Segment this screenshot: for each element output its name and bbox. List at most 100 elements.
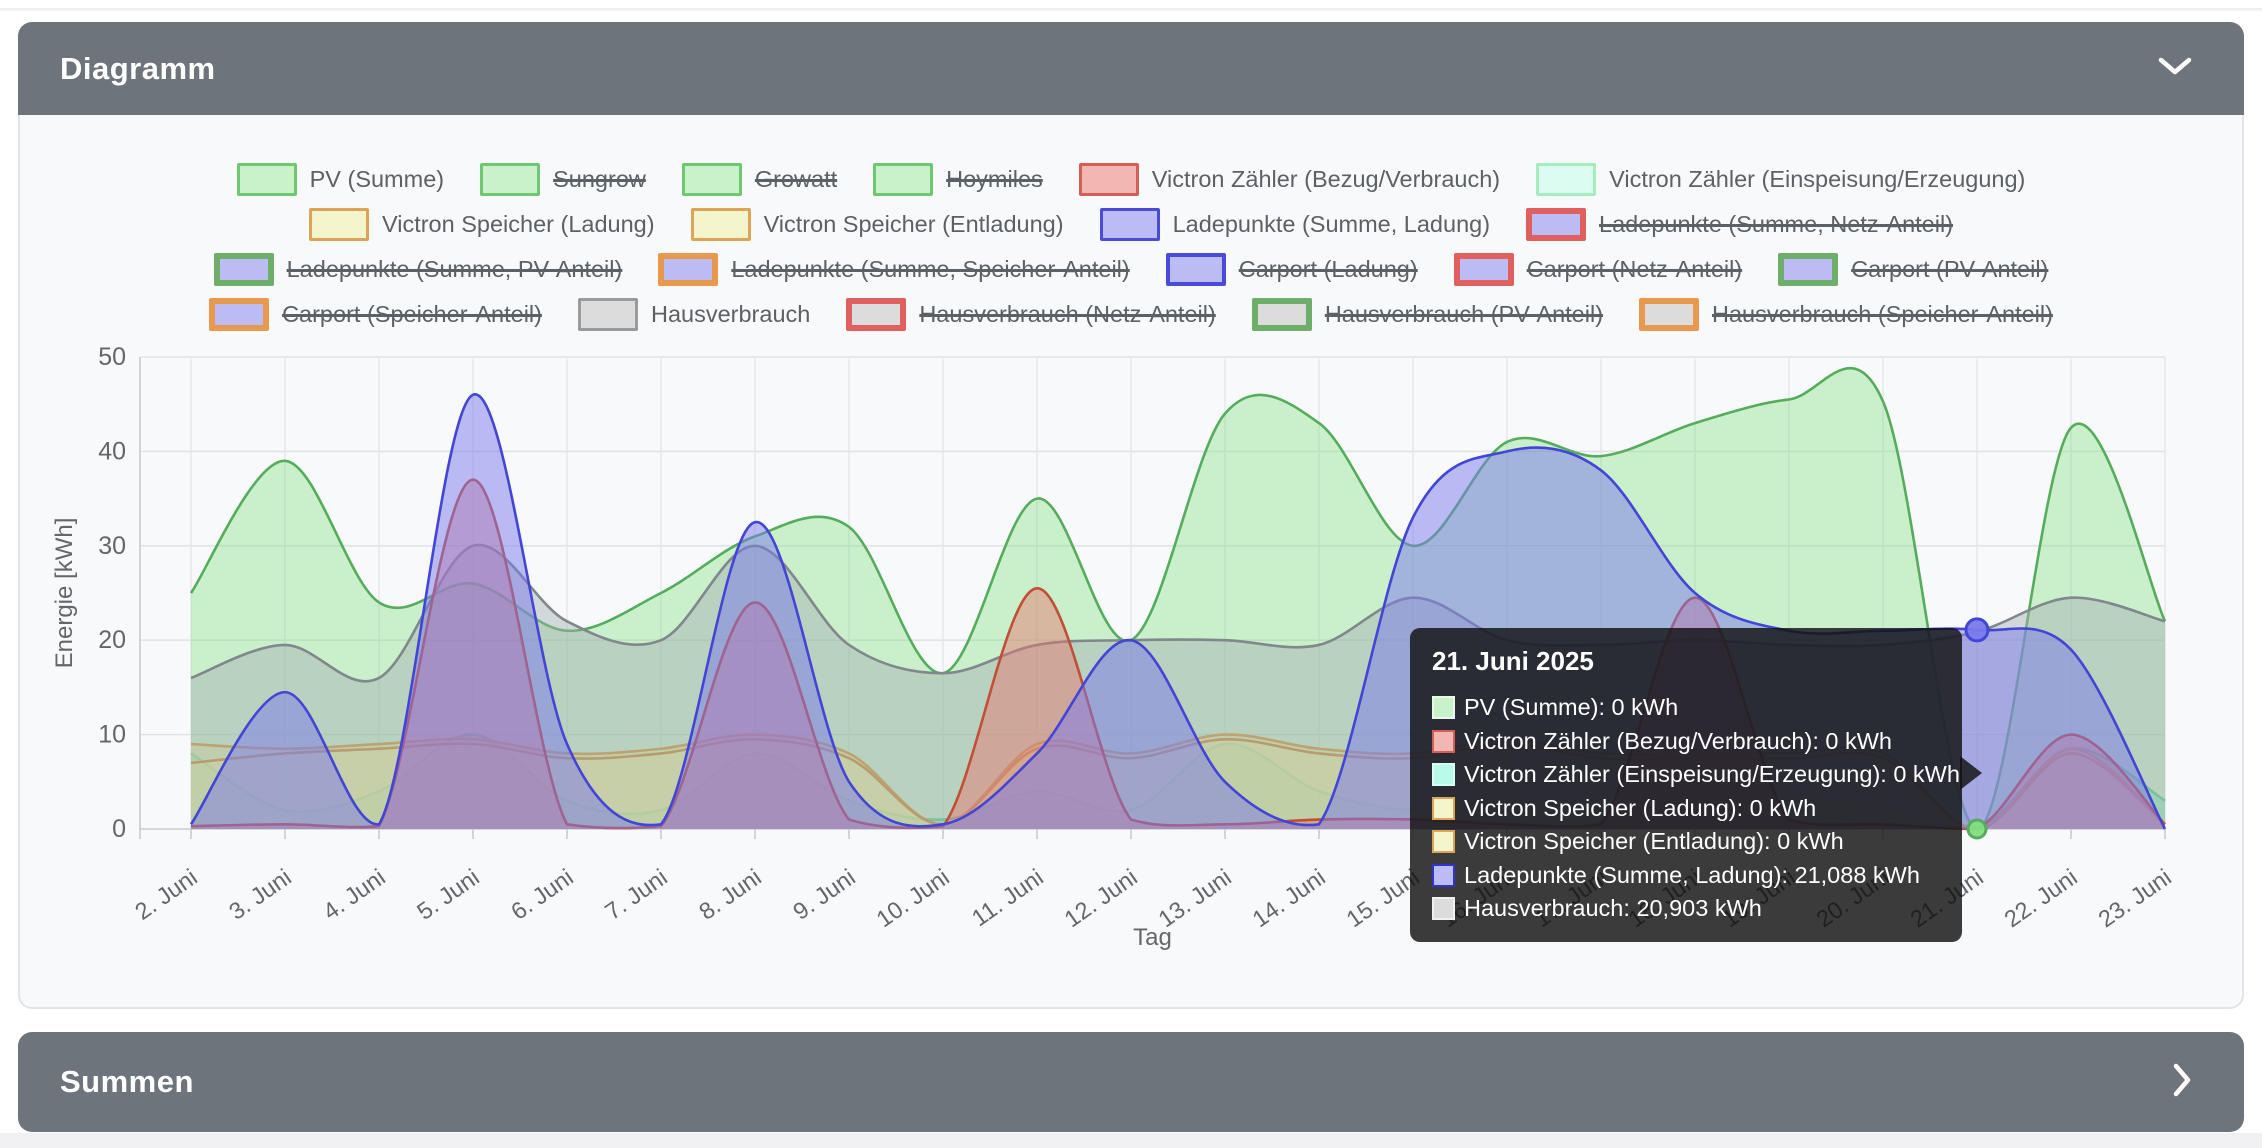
- legend-label: Growatt: [754, 166, 838, 192]
- legend-item-hausverbrauch[interactable]: Hausverbrauch: [577, 298, 811, 331]
- legend-item-hausverbrauch-speicher-anteil[interactable]: Hausverbrauch (Speicher-Anteil): [1639, 298, 2053, 331]
- tooltip-row-text: Victron Zähler (Einspeisung/Erzeugung): …: [1464, 761, 1960, 788]
- tooltip-row-text: PV (Summe): 0 kWh: [1464, 694, 1679, 721]
- tooltip-row-text: Hausverbrauch: 20,903 kWh: [1464, 895, 1762, 922]
- legend-item-ladepunkte-summe-pv-anteil[interactable]: Ladepunkte (Summe, PV-Anteil): [213, 253, 623, 286]
- y-tick-label: 20: [98, 626, 126, 654]
- tooltip-caret-icon: [1960, 756, 1982, 790]
- legend-item-victron-speicher-entladung[interactable]: Victron Speicher (Entladung): [690, 208, 1064, 241]
- legend-swatch-icon: [681, 163, 742, 196]
- legend-item-pv-summe[interactable]: PV (Summe): [236, 163, 445, 196]
- legend-label: Carport (Ladung): [1238, 256, 1418, 282]
- legend-swatch-icon: [1165, 253, 1226, 286]
- y-tick-label: 10: [98, 721, 126, 749]
- legend-item-hausverbrauch-netz-anteil[interactable]: Hausverbrauch (Netz-Anteil): [846, 298, 1216, 331]
- legend-item-victron-z-hler-einspeisung-erzeugung[interactable]: Victron Zähler (Einspeisung/Erzeugung): [1536, 163, 2025, 196]
- chart-tooltip: 21. Juni 2025 PV (Summe): 0 kWh Victron Z…: [1410, 628, 1982, 942]
- x-tick-label: 13. Juni: [1154, 864, 1236, 933]
- legend-label: Carport (Netz-Anteil): [1526, 256, 1743, 282]
- x-tick-label: 11. Juni: [967, 864, 1048, 932]
- y-tick-label: 50: [98, 343, 126, 371]
- diagramm-panel-body: PV (Summe) Sungrow Growatt Hoymiles Victron …: [18, 115, 2244, 1009]
- diagramm-panel-title: Diagramm: [60, 50, 216, 86]
- legend-label: Ladepunkte (Summe, Speicher-Anteil): [731, 256, 1130, 282]
- x-tick-label: 22. Juni: [2000, 864, 2082, 933]
- tooltip-row-ladepunkte-summe-ladung: Ladepunkte (Summe, Ladung): 21,088 kWh: [1432, 859, 1940, 893]
- tooltip-row-pv-summe: PV (Summe): 0 kWh: [1432, 691, 1940, 725]
- legend-swatch-icon: [658, 253, 719, 286]
- legend-swatch-icon: [1639, 298, 1700, 331]
- legend-swatch-icon: [1099, 208, 1160, 241]
- legend-swatch-icon: [1536, 163, 1597, 196]
- legend-swatch-icon: [308, 208, 369, 241]
- summen-panel-title: Summen: [60, 1064, 194, 1099]
- legend-swatch-icon: [480, 163, 541, 196]
- y-axis-title: Energie [kWh]: [51, 518, 78, 669]
- tooltip-swatch-icon: [1432, 796, 1455, 820]
- legend-label: Hausverbrauch (PV-Anteil): [1324, 301, 1604, 327]
- tooltip-swatch-icon: [1432, 830, 1455, 854]
- tooltip-row-text: Victron Speicher (Entladung): 0 kWh: [1464, 828, 1844, 855]
- x-tick-label: 4. Juni: [318, 864, 390, 925]
- legend-item-ladepunkte-summe-speicher-anteil[interactable]: Ladepunkte (Summe, Speicher-Anteil): [658, 253, 1130, 286]
- tooltip-title: 21. Juni 2025: [1432, 646, 1594, 676]
- legend-item-hausverbrauch-pv-anteil[interactable]: Hausverbrauch (PV-Anteil): [1251, 298, 1604, 331]
- legend-row: Victron Speicher (Ladung) Victron Speiche…: [308, 202, 1953, 247]
- tooltip-swatch-icon: [1432, 729, 1455, 753]
- legend-row: PV (Summe) Sungrow Growatt Hoymiles Victron …: [236, 157, 2025, 202]
- x-tick-label: 8. Juni: [694, 864, 766, 925]
- diagramm-panel-header[interactable]: Diagramm: [18, 22, 2244, 115]
- legend-label: Hausverbrauch: [650, 301, 811, 327]
- legend-item-hoymiles[interactable]: Hoymiles: [873, 163, 1043, 196]
- legend-swatch-icon: [873, 163, 934, 196]
- tooltip-swatch-icon: [1432, 763, 1455, 787]
- x-tick-label: 9. Juni: [788, 864, 860, 925]
- legend-swatch-icon: [1778, 253, 1839, 286]
- legend-swatch-icon: [1526, 208, 1587, 241]
- legend-swatch-icon: [213, 253, 274, 286]
- legend-swatch-icon: [690, 208, 751, 241]
- tooltip-row-text: Ladepunkte (Summe, Ladung): 21,088 kWh: [1464, 861, 1920, 888]
- tooltip-row-victron-z-hler-einspeisung-erzeugung: Victron Zähler (Einspeisung/Erzeugung): …: [1432, 758, 1960, 792]
- y-tick-label: 40: [98, 437, 126, 465]
- diagramm-panel: Diagramm PV (Summe) Sungrow Growatt Hoymile…: [18, 22, 2244, 1009]
- x-tick-label: 10. Juni: [872, 864, 954, 933]
- legend-item-victron-speicher-ladung[interactable]: Victron Speicher (Ladung): [308, 208, 655, 241]
- legend-label: Hausverbrauch (Speicher-Anteil): [1712, 301, 2053, 327]
- legend-swatch-icon: [577, 298, 638, 331]
- legend-item-growatt[interactable]: Growatt: [681, 163, 838, 196]
- tooltip-row-victron-speicher-ladung: Victron Speicher (Ladung): 0 kWh: [1432, 792, 1940, 826]
- legend-label: PV (Summe): [309, 166, 445, 192]
- legend-label: Victron Speicher (Entladung): [763, 211, 1064, 237]
- legend-label: Ladepunkte (Summe, Ladung): [1172, 211, 1491, 237]
- legend-label: Sungrow: [553, 166, 646, 192]
- tooltip-row-victron-z-hler-bezug-verbrauch: Victron Zähler (Bezug/Verbrauch): 0 kWh: [1432, 725, 1940, 759]
- legend-item-ladepunkte-summe-netz-anteil[interactable]: Ladepunkte (Summe, Netz-Anteil): [1526, 208, 1953, 241]
- point-marker-pv-summe[interactable]: [1966, 818, 1988, 840]
- page-bottom-strip: [0, 1133, 2262, 1148]
- legend-item-victron-z-hler-bezug-verbrauch[interactable]: Victron Zähler (Bezug/Verbrauch): [1078, 163, 1501, 196]
- legend-item-ladepunkte-summe-ladung[interactable]: Ladepunkte (Summe, Ladung): [1099, 208, 1491, 241]
- legend-label: Victron Zähler (Bezug/Verbrauch): [1151, 166, 1501, 192]
- point-marker-ladepunkte-summe-ladung[interactable]: [1964, 617, 1990, 643]
- chevron-right-icon[interactable]: [2172, 1063, 2192, 1102]
- tooltip-row-text: Victron Zähler (Bezug/Verbrauch): 0 kWh: [1464, 727, 1892, 754]
- tooltip-swatch-icon: [1432, 897, 1455, 921]
- legend-label: Victron Zähler (Einspeisung/Erzeugung): [1609, 166, 2026, 192]
- legend-item-sungrow[interactable]: Sungrow: [480, 163, 646, 196]
- legend-item-carport-pv-anteil[interactable]: Carport (PV-Anteil): [1778, 253, 2048, 286]
- legend-label: Carport (Speicher-Anteil): [282, 301, 542, 327]
- summen-panel-header[interactable]: Summen: [18, 1032, 2244, 1132]
- legend-label: Ladepunkte (Summe, Netz-Anteil): [1599, 211, 1954, 237]
- tooltip-row-hausverbrauch: Hausverbrauch: 20,903 kWh: [1432, 892, 1940, 926]
- legend-label: Ladepunkte (Summe, PV-Anteil): [286, 256, 623, 282]
- legend-swatch-icon: [1251, 298, 1312, 331]
- legend-item-carport-netz-anteil[interactable]: Carport (Netz-Anteil): [1453, 253, 1743, 286]
- legend-item-carport-speicher-anteil[interactable]: Carport (Speicher-Anteil): [209, 298, 542, 331]
- legend-swatch-icon: [1453, 253, 1514, 286]
- x-tick-label: 3. Juni: [224, 864, 296, 925]
- chevron-down-icon[interactable]: [2158, 56, 2192, 81]
- tooltip-row-text: Victron Speicher (Ladung): 0 kWh: [1464, 794, 1817, 821]
- legend-item-carport-ladung[interactable]: Carport (Ladung): [1165, 253, 1418, 286]
